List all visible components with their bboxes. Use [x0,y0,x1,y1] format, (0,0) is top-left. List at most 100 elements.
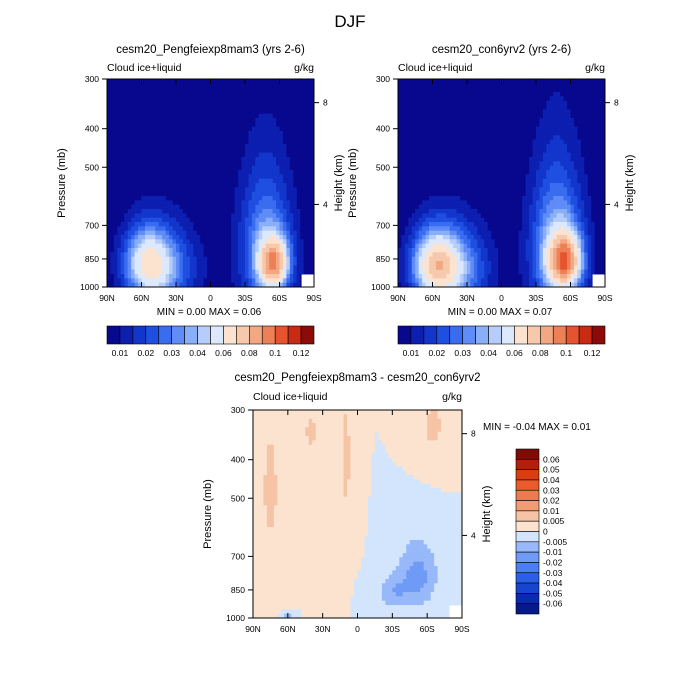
contour-cell [210,161,215,167]
contour-cell [193,174,198,180]
contour-cell [169,122,173,128]
contour-cell [138,170,142,175]
contour-cell [504,144,509,149]
contour-cell [449,131,454,136]
contour-cell [439,213,444,219]
contour-cell [480,200,485,206]
contour-cell [515,161,520,167]
contour-cell [435,83,440,89]
contour-cell [429,178,433,184]
contour-cell [398,144,402,149]
contour-cell [189,269,194,275]
contour-cell [127,226,132,232]
contour-cell [432,178,437,184]
contour-cell [193,230,198,236]
contour-cell [165,131,170,136]
contour-cell [480,165,485,171]
contour-cell [276,204,280,210]
contour-cell [289,239,294,245]
contour-cell [155,282,160,288]
x-tick-label: 60S [272,293,287,303]
contour-cell [245,282,249,288]
contour-cell [289,200,294,206]
contour-cell [179,243,184,249]
contour-cell [303,209,308,214]
contour-cell [182,148,187,154]
contour-cell [401,261,406,266]
contour-cell [120,200,125,206]
contour-cell [446,79,451,84]
contour-cell [258,178,263,184]
contour-cell [231,239,236,245]
contour-cell [265,278,270,284]
contour-cell [269,204,273,210]
contour-cell [279,148,284,154]
contour-cell [425,100,430,106]
contour-cell [124,187,129,193]
contour-cell [176,100,180,106]
contour-cell [418,204,423,210]
contour-cell [532,200,537,206]
contour-cell [460,282,464,288]
contour-cell [415,278,420,284]
contour-cell [207,269,211,275]
contour-cell [494,113,499,119]
contour-cell [155,248,160,253]
contour-cell [286,178,291,184]
contour-cell [107,187,111,193]
contour-cell [498,148,502,154]
contour-cell [251,139,256,145]
contour-cell [467,174,471,180]
contour-cell [134,274,139,279]
contour-cell [144,196,149,201]
contour-cell [282,256,287,262]
contour-cell [131,239,135,245]
contour-cell [460,243,464,249]
contour-cell [467,165,471,171]
contour-cell [539,174,544,180]
contour-cell [404,274,409,279]
contour-cell [234,109,239,115]
contour-cell [113,152,118,158]
contour-cell [227,282,232,288]
contour-cell [131,148,135,154]
contour-cell [529,135,533,141]
contour-cell [144,226,149,232]
contour-cell [515,96,520,102]
contour-cell [213,243,218,249]
contour-cell [276,79,280,84]
contour-cell [169,157,173,162]
contour-cell [213,204,218,210]
contour-cell [494,79,499,84]
contour-cell [415,261,420,266]
contour-cell [265,187,270,193]
contour-cell [511,148,516,154]
contour-cell [207,105,211,110]
contour-cell [456,243,461,249]
contour-cell [265,92,270,97]
contour-cell [176,230,180,236]
contour-cell [508,118,513,123]
contour-cell [293,252,298,258]
contour-cell [144,200,149,206]
contour-cell [196,152,201,158]
contour-cell [265,96,270,102]
contour-cell [144,209,149,214]
contour-cell [473,92,478,97]
contour-cell [484,144,489,149]
contour-cell [245,183,249,188]
contour-cell [200,213,204,219]
contour-cell [432,174,437,180]
contour-cell [176,148,180,154]
contour-cell [401,157,406,162]
contour-cell [515,217,520,223]
contour-cell [296,222,301,227]
contour-cell [220,217,225,223]
contour-cell [470,92,475,97]
contour-cell [162,269,167,275]
contour-cell [162,83,167,89]
contour-cell [189,183,194,188]
contour-cell [231,87,236,93]
contour-cell [231,118,236,123]
contour-cell [200,122,204,128]
